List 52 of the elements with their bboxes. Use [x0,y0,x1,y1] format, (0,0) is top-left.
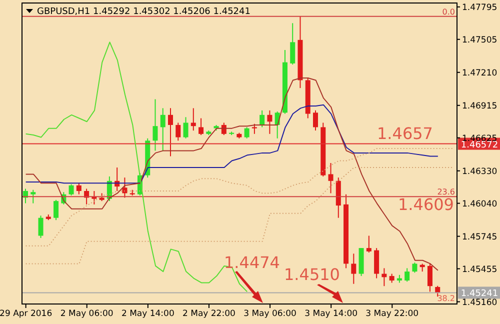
x-tick-label: 3 May 22:00 [366,309,419,320]
candlestick [267,110,272,134]
candlestick [366,235,372,254]
candlestick [351,253,356,284]
candlestick [190,108,196,132]
candlestick [30,189,36,204]
candlestick [404,268,410,282]
y-tick-label: 1.47505 [462,35,498,46]
y-tick-label: 1.46330 [462,166,498,177]
candlestick [176,122,181,142]
x-tick-label: 29 Apr 2016 [0,309,52,320]
y-tick-label: 1.47795 [462,2,498,13]
candlestick [382,268,387,287]
y-tick-label: 1.45745 [462,232,498,242]
annotation: 38.2 [437,294,455,303]
candlestick [290,22,296,66]
x-tick-label: 3 May 14:00 [304,309,358,320]
candlestick [198,118,204,136]
annotation: 1.4609 [398,195,454,214]
candlestick [168,108,173,157]
candlestick [328,162,334,194]
x-tick-label: 2 May 14:00 [121,309,174,320]
line-series [25,148,454,246]
candlestick [252,123,257,134]
candlestick [244,126,250,139]
y-tick-label: 1.45455 [462,264,498,275]
annotation: 1.4657 [377,124,433,143]
candlestick [374,248,380,279]
annotation: 1.4510 [284,265,340,284]
x-tick-label: 2 May 22:00 [182,309,236,320]
candlestick [260,110,265,128]
x-tick-label: 2 May 06:00 [60,309,114,320]
annotation: 23.6 [437,188,455,197]
candlestick [160,108,166,152]
candlestick [68,184,74,196]
candlestick [313,110,318,132]
candlestick [412,262,418,274]
annotation: 1.4474 [224,253,280,272]
candlestick [54,199,59,221]
y-tick-label: 1.46040 [462,199,498,210]
y-tick-label: 1.45160 [462,298,498,308]
ref-line-label: 1.45241 [460,289,498,300]
x-tick-label: 3 May 06:00 [244,309,296,320]
candlestick [183,116,188,139]
y-tick-label: 1.46915 [462,101,498,112]
candlestick [76,182,82,195]
annotation: 0.0 [442,7,455,16]
candlestick [427,263,432,292]
candlestick [38,215,44,238]
y-tick-label: 1.47210 [462,68,498,78]
candlestick [152,98,158,152]
text: GBPUSD,H1 1.45292 1.45302 1.45206 1.45241 [37,7,250,17]
